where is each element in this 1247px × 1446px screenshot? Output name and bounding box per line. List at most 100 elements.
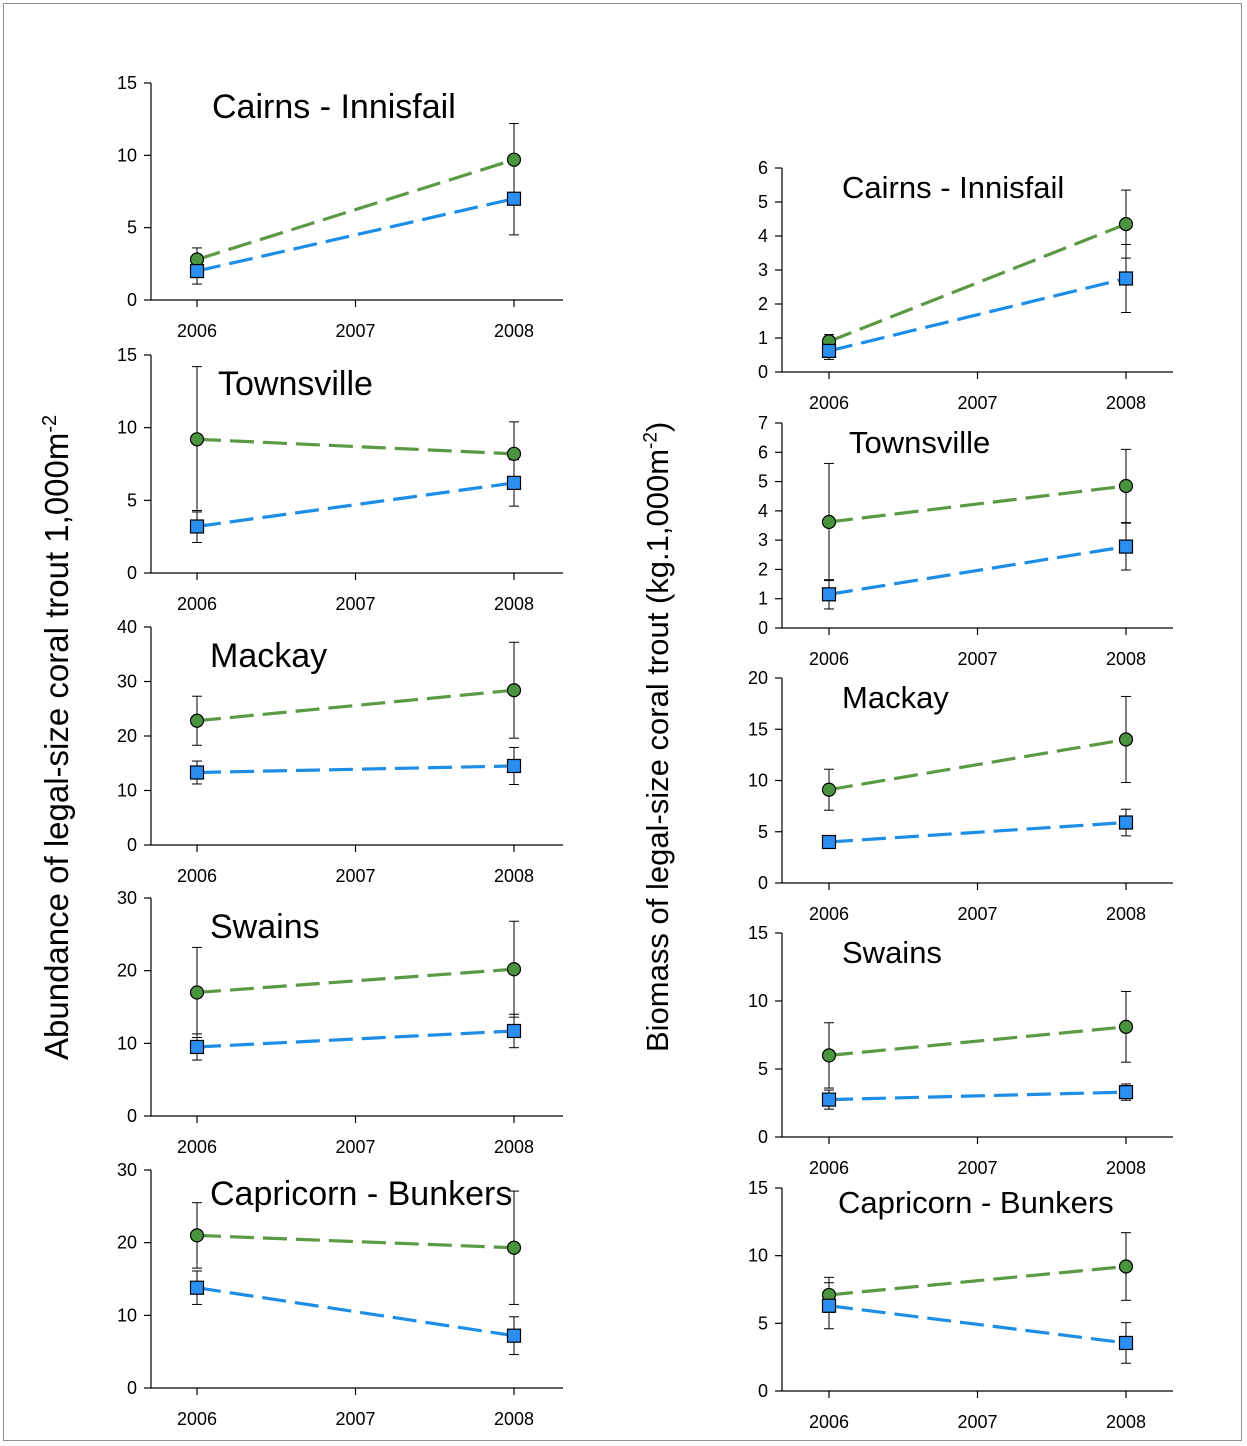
y-tick-label: 0 [758,1127,768,1147]
data-point-square [189,263,205,279]
x-tick-label: 2008 [494,866,534,886]
series-line-green [196,688,515,723]
data-point-square [189,519,205,534]
panel-title: Cairns - Innisfail [212,88,456,126]
x-tick-label: 2007 [335,321,375,341]
chart-panel-right-5: 0 5 10 15 2006 2007 2008 Capricorn - Bunkers [748,1178,1173,1432]
y-tick-label: 15 [748,1178,768,1198]
series-line-blue [828,820,1127,844]
y-tick-label: 5 [758,1059,768,1079]
y-tick-label: 5 [758,822,768,842]
y-tick-label: 20 [748,668,768,688]
y-axis-label-biomass: Biomass of legal-size coral trout (kg.1,… [640,422,676,1052]
y-tick-label: 4 [758,501,768,521]
data-point-circle [189,713,205,728]
chart-panel-left-4: 0 10 20 30 2006 2007 2008 Swains [117,888,563,1157]
data-point-circle [189,432,205,447]
y-tick-label: 0 [127,835,137,855]
data-point-square [821,834,837,850]
y-tick-label: 0 [758,362,768,382]
data-point-square [189,765,205,780]
y-tick-label: 0 [758,618,768,638]
data-point-circle [821,514,837,530]
y-tick-label: 6 [758,158,768,178]
y-tick-label: 3 [758,530,768,550]
y-tick-label: 6 [758,442,768,462]
panel-title: Mackay [210,637,327,675]
y-axis-label-abundance: Abundance of legal-size coral trout 1,00… [38,415,76,1060]
y-tick-label: 20 [117,961,137,981]
series-line-blue [196,764,515,775]
series-line-blue [196,1029,515,1049]
chart-panel-left-3: 0 10 20 30 40 2006 2007 2008 Mackay [117,617,563,886]
data-point-square [506,475,522,490]
y-tick-label: 10 [117,418,137,438]
data-point-square [1118,815,1134,830]
panel-title: Cairns - Innisfail [842,170,1064,205]
data-point-square [506,1328,522,1343]
y-axis-label-biomass-sup: -2 [640,432,662,449]
y-axis-label-abundance-text: Abundance of legal-size coral trout 1,00… [38,432,75,1060]
y-tick-label: 3 [758,260,768,280]
x-tick-label: 2008 [1106,393,1146,413]
data-point-square [1118,539,1134,554]
y-tick-label: 1 [758,589,768,609]
x-tick-label: 2006 [177,321,217,341]
y-tick-label: 30 [117,1160,137,1180]
y-tick-label: 10 [748,1246,768,1266]
series-line-blue [828,1304,1127,1345]
y-tick-label: 4 [758,226,768,246]
x-tick-label: 2006 [809,1158,849,1178]
series-line-green [828,1025,1127,1057]
y-axis-label-abundance-sup: -2 [39,414,61,433]
data-point-circle [506,962,522,977]
data-point-circle [821,782,837,797]
panel-title: Townsville [849,425,990,460]
y-tick-label: 7 [758,413,768,433]
y-tick-label: 0 [758,1381,768,1401]
chart-panel-right-2: 0 1 2 3 4 5 6 7 2006 2007 2008 Townsville [758,413,1173,669]
x-tick-label: 2008 [1106,649,1146,669]
y-tick-label: 10 [117,1033,137,1053]
x-tick-label: 2006 [809,904,849,924]
x-tick-label: 2006 [177,1137,217,1157]
data-point-square [1118,1335,1134,1351]
y-tick-label: 30 [117,672,137,692]
y-tick-label: 15 [748,719,768,739]
data-point-square [189,1039,205,1055]
x-tick-label: 2008 [1106,1412,1146,1432]
series-line-green [196,437,515,456]
chart-panel-left-5: 0 10 20 30 2006 2007 2008 Capricorn - Bunkers [117,1160,563,1429]
y-tick-label: 40 [117,617,137,637]
x-tick-label: 2007 [957,1412,997,1432]
x-tick-label: 2006 [177,594,217,614]
y-tick-label: 15 [117,345,137,365]
y-tick-label: 5 [127,218,137,238]
data-point-circle [506,152,522,167]
x-tick-label: 2006 [809,393,849,413]
series-line-green [196,1233,515,1250]
data-point-circle [1118,1019,1134,1034]
data-point-square [506,758,522,774]
x-tick-label: 2007 [957,1158,997,1178]
x-tick-label: 2006 [177,866,217,886]
data-point-circle [506,446,522,461]
chart-panel-right-1: 0 1 2 3 4 5 6 2006 2007 2008 Cairns - Innisfail [758,158,1173,413]
panel-title: Swains [210,908,320,946]
y-tick-label: 10 [117,1305,137,1325]
chart-panel-left-2: 0 5 10 15 2006 2007 2008 Townsville [117,345,563,614]
x-tick-label: 2007 [957,649,997,669]
data-point-circle [506,683,522,698]
y-tick-label: 5 [758,472,768,492]
data-point-circle [189,985,205,1000]
data-point-square [506,1023,522,1039]
y-tick-label: 15 [748,923,768,943]
data-point-circle [1118,478,1134,494]
x-tick-label: 2007 [335,866,375,886]
data-point-square [821,1092,837,1107]
series-line-green [828,484,1127,524]
data-point-square [189,1280,205,1295]
y-tick-label: 2 [758,559,768,579]
panel-title: Capricorn - Bunkers [210,1175,512,1213]
y-tick-label: 10 [117,145,137,165]
